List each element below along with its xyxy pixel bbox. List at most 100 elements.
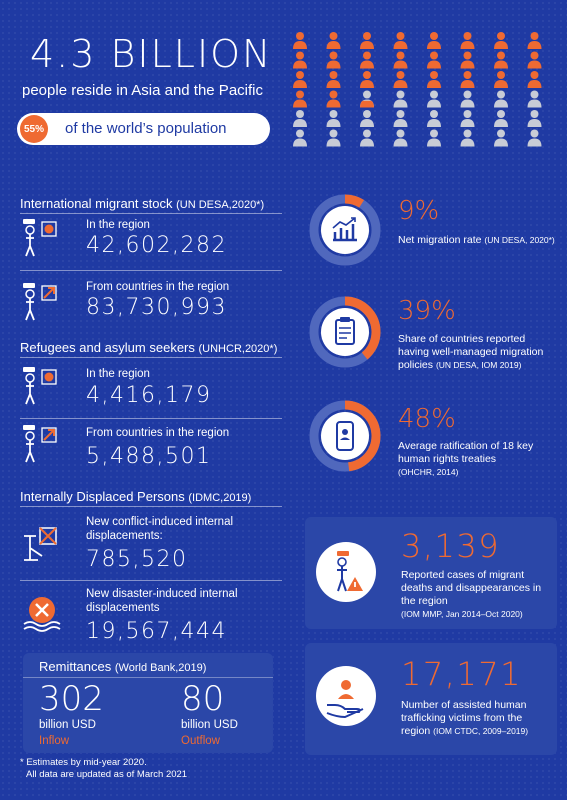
migrant-from-region-icon [23,283,57,321]
treaty-ratification-line-1: Average ratification of 18 key [398,440,534,452]
person-icon [527,71,542,88]
disaster-displacement-label-2: displacements [86,602,160,614]
helping-hand-icon [316,666,376,726]
disaster-displacement-value: 19,567,444 [86,619,227,644]
person-icon [460,129,475,147]
refugees-heading: Refugees and asylum seekers (UNHCR,2020*… [20,340,277,355]
clipboard-icon [335,317,355,345]
person-icon [360,129,374,147]
migration-policy-source: (UN DESA, IOM 2019) [435,360,522,370]
trafficking-victims-card: 17,171 Number of assisted human traffick… [305,643,557,755]
footnote-line-2: All data are updated as of March 2021 [26,769,188,780]
trafficking-victims-line-1: Number of assisted human [401,699,527,711]
migration-policy-line-1: Share of countries reported [398,333,526,345]
chart-up-icon [332,217,357,242]
migrant-deaths-card: 3,139 Reported cases of migrant deaths a… [305,517,557,629]
person-icon [393,129,408,147]
treaty-ratification-desc: Average ratification of 18 key human rig… [398,440,533,479]
divider [20,506,282,507]
person-icon [326,129,341,147]
conflict-displacement-label-1: New conflict-induced internal [86,516,234,528]
migrant-from-region-value: 83,730,993 [86,295,227,320]
person-icon [427,51,441,69]
idp-heading: Internally Displaced Persons (IDMC,2019) [20,489,251,504]
population-share-badge: 55% [20,115,48,143]
population-share-text: of the world’s population [65,120,227,137]
refugees-title: Refugees and asylum seekers [20,340,195,355]
person-icon [494,32,508,49]
footnote-line-1: * Estimates by mid-year 2020. [20,757,147,768]
net-migration-donut [309,194,381,266]
migrant-deaths-value: 3,139 [401,527,501,565]
refugees-in-region-label: In the region [86,368,150,380]
person-icon [360,90,374,108]
person-icon [494,90,508,108]
net-migration-desc: Net migration rate (UN DESA, 2020*) [398,234,555,247]
person-icon [460,110,475,127]
outflow-unit: billion USD [181,719,238,731]
person-icon [326,51,341,69]
trafficking-victims-line-3: region [401,725,431,737]
net-migration-pct: 9% [398,196,440,226]
trafficking-victims-desc: Number of assisted human trafficking vic… [401,699,528,738]
migrant-deaths-line-3: the region [401,595,448,607]
person-icon [326,32,341,49]
person-icon [427,129,441,147]
idp-title: Internally Displaced Persons [20,489,185,504]
person-icon [460,90,475,108]
outflow-label: Outflow [181,735,220,747]
person-icon [293,129,307,147]
remittances-heading: Remittances (World Bank,2019) [39,659,206,674]
person-icon [427,32,441,49]
person-icon [460,32,475,49]
remittances-source: (World Bank,2019) [114,662,207,674]
person-icon [527,90,542,108]
divider [20,418,282,419]
treaty-ratification-source: (OHCHR, 2014) [398,467,459,477]
person-icon [360,51,374,69]
hero-subtitle: people reside in Asia and the Pacific [22,82,263,99]
conflict-displacement-label-2: displacements: [86,530,163,542]
person-icon [293,32,307,49]
trafficking-victims-value: 17,171 [401,655,522,693]
migrant-stock-title: International migrant stock [20,196,173,211]
disaster-displacement-icon [23,597,61,632]
migrant-deaths-source: (IOM MMP, Jan 2014–Oct 2020) [401,609,523,619]
inflow-unit: billion USD [39,719,96,731]
person-icon [460,51,475,69]
divider [20,580,282,581]
person-icon [293,110,307,127]
person-icon [427,71,441,88]
migrant-deaths-desc: Reported cases of migrant deaths and dis… [401,569,541,621]
migrant-warning-icon [316,542,376,602]
person-icon [326,90,341,108]
person-icon [293,71,307,88]
person-icon [293,90,307,108]
remittances-card: Remittances (World Bank,2019) 302 billio… [23,653,273,753]
idp-source: (IDMC,2019) [188,492,252,504]
migrant-deaths-line-1: Reported cases of migrant [401,569,525,581]
person-icon [527,110,542,127]
inflow-value: 302 [39,679,104,719]
person-icon [393,90,408,108]
migration-policy-line-3: policies [398,359,434,371]
person-icon [393,71,408,88]
person-icon [293,51,307,69]
refugees-from-region-label: From countries in the region [86,427,230,439]
person-icon [527,51,542,69]
remittances-title: Remittances [39,659,112,674]
person-icon [393,110,408,127]
person-icon [494,129,508,147]
conflict-displacement-icon [24,527,57,561]
refugees-from-region-value: 5,488,501 [86,444,212,469]
refugees-in-region-value: 4,416,179 [86,383,212,408]
migrant-in-region-icon [23,219,57,257]
divider [20,213,282,214]
migration-policy-donut [309,296,381,368]
person-icon [326,110,341,127]
migration-policy-desc: Share of countries reported having well-… [398,333,543,372]
person-icon [427,90,441,108]
phone-person-icon [336,421,354,451]
refugees-from-region-icon [23,425,57,463]
migrant-stock-heading: International migrant stock (UN DESA,202… [20,196,264,211]
